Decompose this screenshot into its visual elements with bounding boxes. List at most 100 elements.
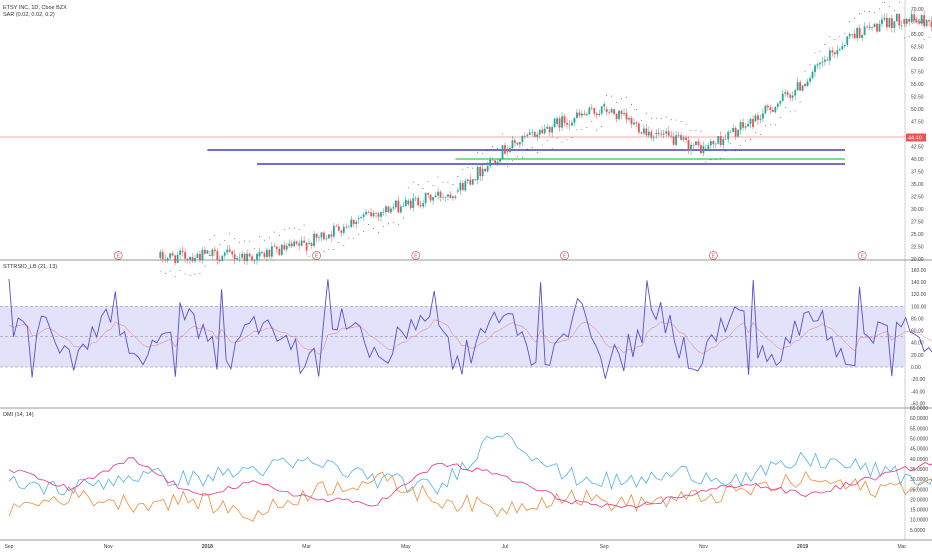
- x-tick-label: Sep: [600, 544, 609, 550]
- candle-body: [784, 92, 787, 94]
- candle-body: [675, 135, 678, 145]
- sar-dot: [343, 245, 345, 247]
- candle-body: [464, 181, 467, 191]
- candle-body: [266, 249, 268, 257]
- candle-body: [521, 135, 524, 143]
- candle-body: [523, 135, 526, 137]
- candle-body: [377, 213, 380, 217]
- candle-body: [509, 148, 511, 152]
- earnings-marker-label: E: [117, 254, 121, 260]
- candle-body: [898, 14, 901, 26]
- candle-body: [318, 237, 320, 239]
- sar-dot: [645, 112, 647, 114]
- sar-dot: [457, 176, 459, 177]
- price-y-tick: 42.50: [911, 145, 924, 151]
- sar-dot: [606, 94, 608, 96]
- candle-body: [685, 137, 687, 140]
- candle-body: [496, 161, 499, 164]
- candle-body: [804, 84, 806, 87]
- candle-body: [630, 118, 633, 125]
- candle-body: [422, 203, 425, 207]
- candle-body: [841, 46, 844, 50]
- candle-body: [700, 145, 702, 154]
- sar-dot: [888, 5, 890, 7]
- candle-body: [201, 249, 204, 261]
- sar-dot: [273, 231, 275, 233]
- sar-dot: [283, 229, 285, 231]
- candle-body: [449, 194, 452, 199]
- candle-body: [551, 127, 554, 133]
- candle-body: [846, 36, 849, 45]
- price-panel: 70.00 67.50 65.00 62.50 60.00 57.50 55.00 52.50…: [0, 1, 932, 277]
- candle-body: [655, 132, 658, 134]
- candle-body: [511, 140, 514, 149]
- candle-body: [853, 34, 856, 39]
- dmi-y-tick: 30.0000: [910, 477, 928, 483]
- candle-body: [707, 145, 710, 149]
- sar-dot: [338, 242, 340, 244]
- stoch-y-tick: 140.00: [911, 280, 927, 286]
- candle-body: [516, 142, 519, 145]
- candle-body: [223, 252, 226, 256]
- sar-dot: [611, 95, 613, 97]
- sar-dot: [452, 184, 454, 186]
- candle-body: [816, 64, 819, 66]
- candle-body: [300, 240, 303, 246]
- candle-body: [876, 23, 878, 32]
- sar-dot: [392, 221, 394, 223]
- price-y-tick: 22.50: [911, 245, 924, 251]
- candle-body: [251, 256, 253, 261]
- candle-body: [806, 81, 809, 87]
- candle-body: [665, 131, 668, 134]
- dmi-panel: 65.0000 60.0000 55.0000 50.0000 45.0000 40.00…: [8, 406, 932, 534]
- candle-body: [442, 197, 444, 198]
- candle-body: [873, 23, 876, 28]
- sar-dot: [665, 116, 667, 118]
- sar-dot: [869, 10, 871, 12]
- candle-body: [429, 194, 432, 201]
- price-y-tick: 67.50: [911, 20, 924, 26]
- stoch-y-tick: -40.00: [911, 389, 925, 395]
- candle-body: [171, 253, 174, 256]
- sar-dot: [328, 249, 330, 250]
- price-y-tick: 25.00: [911, 232, 924, 238]
- sar-dot: [779, 116, 781, 118]
- candle-body: [414, 197, 417, 199]
- candle-body: [216, 251, 219, 261]
- earnings-marker-label: E: [563, 254, 567, 260]
- candle-body: [645, 128, 648, 136]
- candle-body: [261, 251, 263, 254]
- sar-dot: [427, 180, 429, 182]
- last-price-label: 44.40: [908, 136, 922, 142]
- candle-body: [278, 248, 281, 255]
- sar-dot: [402, 217, 404, 219]
- candle-body: [893, 21, 896, 29]
- sar-dot: [164, 273, 166, 275]
- candle-body: [858, 27, 861, 38]
- candle-body: [536, 134, 539, 137]
- candle-body: [613, 109, 616, 114]
- sar-dot: [288, 228, 290, 230]
- sar-dot: [293, 227, 295, 229]
- sar-dot: [640, 119, 642, 121]
- sar-dot: [333, 249, 335, 250]
- candle-body: [164, 259, 167, 261]
- stoch-y-tick: 100.00: [911, 304, 927, 310]
- candle-body: [585, 114, 588, 115]
- candle-body: [635, 122, 638, 124]
- candle-body: [432, 197, 434, 201]
- candle-body: [762, 113, 764, 119]
- candle-body: [566, 122, 568, 125]
- candle-body: [789, 94, 792, 98]
- candle-body: [330, 234, 333, 237]
- candle-body: [771, 110, 774, 113]
- candle-body: [437, 191, 439, 196]
- candle-body: [690, 144, 692, 151]
- stoch-line: [8, 278, 932, 379]
- sar-dot: [908, 36, 910, 38]
- sar-dot: [383, 226, 384, 228]
- sar-dot: [472, 167, 474, 169]
- sar-dot: [685, 123, 687, 125]
- sar-dot: [874, 12, 875, 13]
